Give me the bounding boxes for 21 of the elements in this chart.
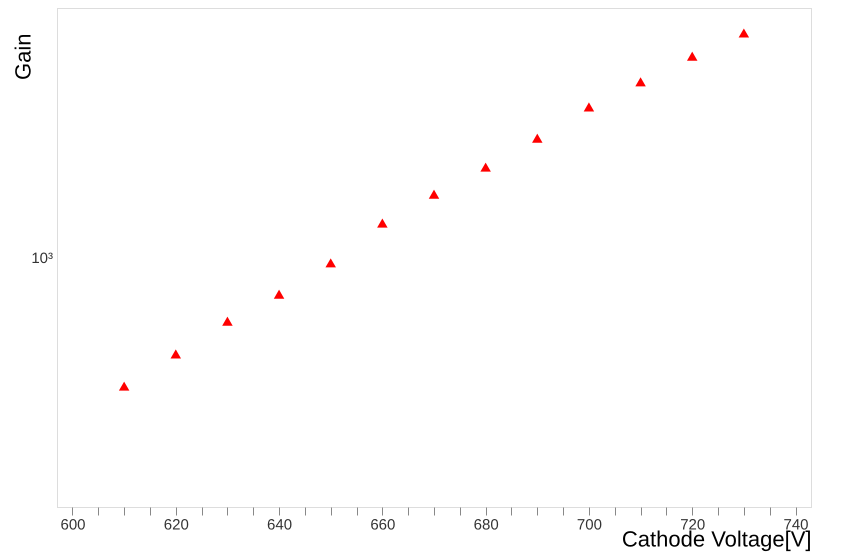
point (428, 190, 440, 199)
x-tick-label: 600 (60, 516, 86, 534)
point (635, 77, 646, 86)
point (274, 290, 284, 299)
x-tick-label: 660 (370, 516, 396, 534)
point (584, 102, 594, 112)
point (532, 134, 543, 143)
x-tick-label: 640 (267, 516, 292, 534)
text: 10³ (31, 250, 53, 267)
y-axis-title: Gain (10, 34, 36, 80)
point (738, 28, 750, 38)
point (170, 349, 182, 358)
point (222, 316, 233, 326)
x-tick-label: 700 (576, 516, 602, 534)
point (325, 258, 336, 268)
point (118, 382, 130, 391)
x-tick-label: 680 (474, 516, 499, 534)
point (377, 218, 388, 228)
point (480, 162, 491, 172)
x-tick-label: 620 (164, 516, 189, 534)
point (686, 52, 698, 61)
